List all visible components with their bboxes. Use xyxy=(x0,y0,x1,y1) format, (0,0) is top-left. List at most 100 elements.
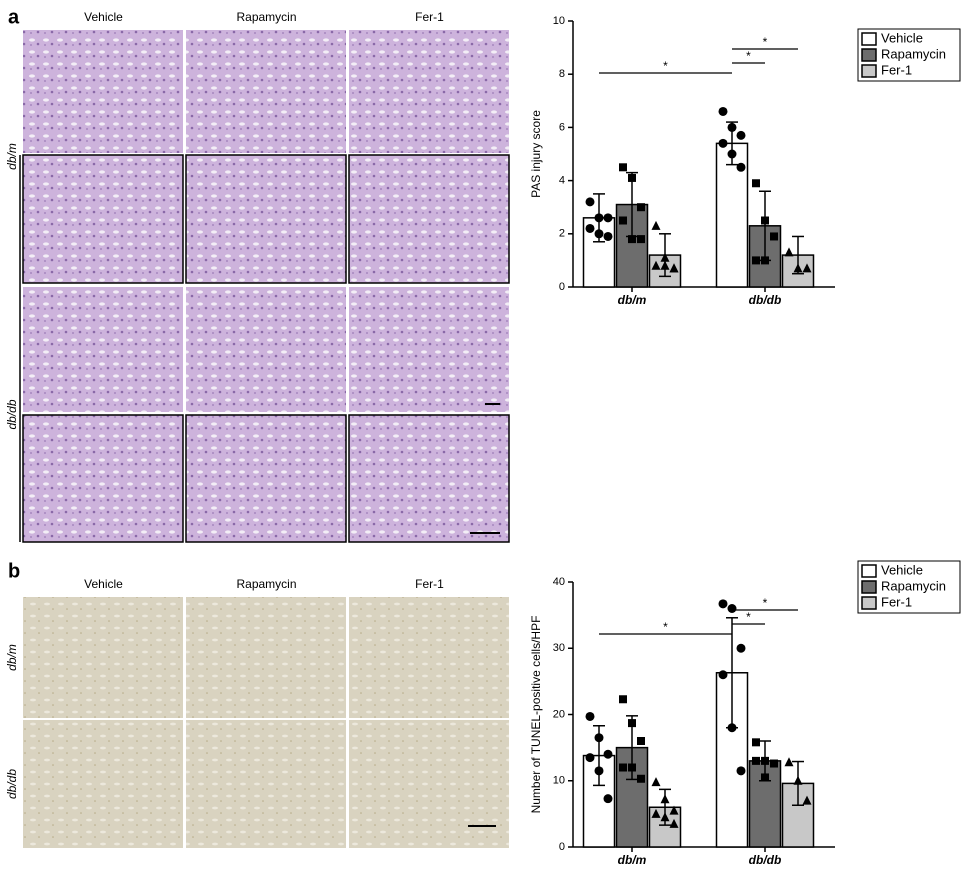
data-point xyxy=(619,216,627,225)
data-point xyxy=(594,733,604,743)
micrograph xyxy=(186,30,346,153)
data-point xyxy=(628,763,636,772)
data-point xyxy=(637,203,645,212)
data-point xyxy=(727,149,737,159)
y-tick-label: 0 xyxy=(559,281,565,293)
data-point xyxy=(770,759,778,768)
data-point xyxy=(736,643,746,653)
column-label: Vehicle xyxy=(84,10,123,24)
data-point xyxy=(752,256,760,265)
data-point xyxy=(802,795,812,805)
legend-swatch xyxy=(861,564,877,578)
legend-label: Rapamycin xyxy=(881,46,946,61)
micrograph xyxy=(349,597,509,718)
micrograph xyxy=(186,287,346,412)
y-tick-label: 10 xyxy=(553,15,565,27)
data-point xyxy=(628,173,636,182)
micrograph-zoom xyxy=(348,414,510,543)
data-point xyxy=(637,737,645,745)
data-point xyxy=(752,179,760,188)
micrograph xyxy=(349,720,509,848)
data-point xyxy=(793,775,803,785)
micrograph xyxy=(23,30,183,153)
data-point xyxy=(619,695,627,704)
micrograph xyxy=(349,30,509,153)
row-label: db/m xyxy=(5,143,19,170)
data-point xyxy=(660,794,670,804)
data-point xyxy=(727,604,737,613)
data-point xyxy=(761,256,769,265)
legend-label: Rapamycin xyxy=(881,578,946,593)
data-point xyxy=(784,757,794,767)
y-tick-label: 8 xyxy=(559,68,565,80)
legend-label: Fer-1 xyxy=(881,62,912,77)
legend-swatch xyxy=(861,32,877,46)
column-label: Rapamycin xyxy=(236,577,296,591)
data-point xyxy=(761,756,769,765)
micrograph-zoom xyxy=(22,414,184,543)
y-tick-label: 30 xyxy=(553,642,565,654)
significance-label: * xyxy=(663,59,668,73)
micrograph-zoom xyxy=(185,414,347,543)
data-point xyxy=(669,263,679,273)
data-point xyxy=(736,766,746,776)
data-point xyxy=(736,162,746,172)
micrograph xyxy=(23,720,183,848)
legend-frame xyxy=(857,28,961,82)
y-tick-label: 20 xyxy=(553,708,565,720)
column-label: Fer-1 xyxy=(415,577,444,591)
micrograph xyxy=(23,287,183,412)
data-point xyxy=(793,263,803,273)
data-point xyxy=(761,773,769,782)
data-point xyxy=(727,723,737,733)
legend-swatch xyxy=(861,596,877,610)
data-point xyxy=(761,216,769,225)
micrograph-zoom xyxy=(348,154,510,284)
bar xyxy=(582,217,616,288)
data-point xyxy=(585,197,595,207)
legend-label: Fer-1 xyxy=(881,594,912,609)
column-label: Fer-1 xyxy=(415,10,444,24)
data-point xyxy=(718,138,728,148)
data-point xyxy=(660,812,670,822)
row-label: db/m xyxy=(5,644,19,671)
legend-label: Vehicle xyxy=(881,30,923,45)
data-point xyxy=(594,213,604,223)
legend-label: Vehicle xyxy=(881,562,923,577)
y-tick-label: 4 xyxy=(559,175,565,187)
data-point xyxy=(603,231,613,241)
significance-label: * xyxy=(763,596,768,610)
micrograph xyxy=(186,597,346,718)
data-point xyxy=(637,774,645,783)
data-point xyxy=(603,749,613,759)
y-tick-label: 10 xyxy=(553,775,565,787)
significance-label: * xyxy=(763,35,768,49)
micrograph-zoom xyxy=(22,154,184,284)
micrograph-zoom xyxy=(185,154,347,284)
legend-frame xyxy=(857,560,961,614)
data-point xyxy=(718,670,728,680)
micrograph xyxy=(186,720,346,848)
data-point xyxy=(770,232,778,241)
data-point xyxy=(660,260,670,270)
legend-swatch xyxy=(861,580,877,594)
data-point xyxy=(752,738,760,747)
data-point xyxy=(651,260,661,270)
x-tick-label: db/m xyxy=(618,293,647,307)
x-tick-label: db/m xyxy=(618,853,647,867)
x-tick-label: db/db xyxy=(749,853,782,867)
micrograph xyxy=(349,287,509,412)
data-point xyxy=(594,766,604,776)
panel-label: b xyxy=(8,560,20,582)
data-point xyxy=(628,719,636,728)
data-point xyxy=(802,263,812,273)
data-point xyxy=(619,763,627,772)
y-axis-label: Number of TUNEL-positive cells/HPF xyxy=(529,616,543,814)
significance-label: * xyxy=(746,610,751,624)
row-label: db/db xyxy=(5,399,19,429)
data-point xyxy=(651,808,661,818)
data-point xyxy=(784,247,794,257)
data-point xyxy=(718,599,728,609)
data-point xyxy=(619,163,627,172)
data-point xyxy=(736,130,746,140)
